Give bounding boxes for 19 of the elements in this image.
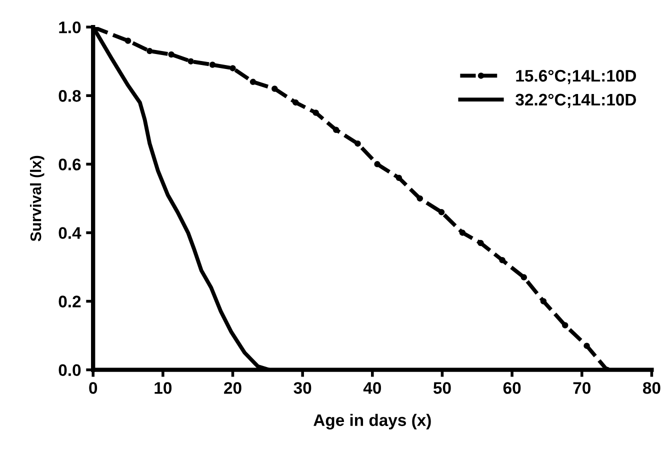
x-tick-label: 70 xyxy=(573,382,590,394)
x-tick-label: 60 xyxy=(503,382,521,394)
x-tick-label: 30 xyxy=(294,382,312,394)
y-tick-label: 0.4 xyxy=(58,227,82,239)
x-tick-label: 10 xyxy=(154,382,172,394)
x-axis-title: Age in days (x) xyxy=(314,414,431,430)
y-axis-title: Survival (lx) xyxy=(30,156,44,242)
y-tick-label: 0.2 xyxy=(58,296,81,308)
legend-label: 32.2°C;14L:10D xyxy=(516,94,636,108)
x-tick-label: 40 xyxy=(363,382,381,394)
y-tick-label: 0.6 xyxy=(58,158,81,170)
y-tick-label: 1.0 xyxy=(59,21,81,34)
x-tick-label: 0 xyxy=(89,382,98,394)
y-tick-label: 0.0 xyxy=(58,364,81,376)
x-tick-label: 50 xyxy=(433,382,451,394)
y-tick-label: 0.8 xyxy=(58,90,81,102)
legend-label: 15.6°C;14L:10D xyxy=(516,70,636,84)
x-tick-label: 20 xyxy=(224,382,242,394)
x-tick-label: 80 xyxy=(642,382,660,394)
